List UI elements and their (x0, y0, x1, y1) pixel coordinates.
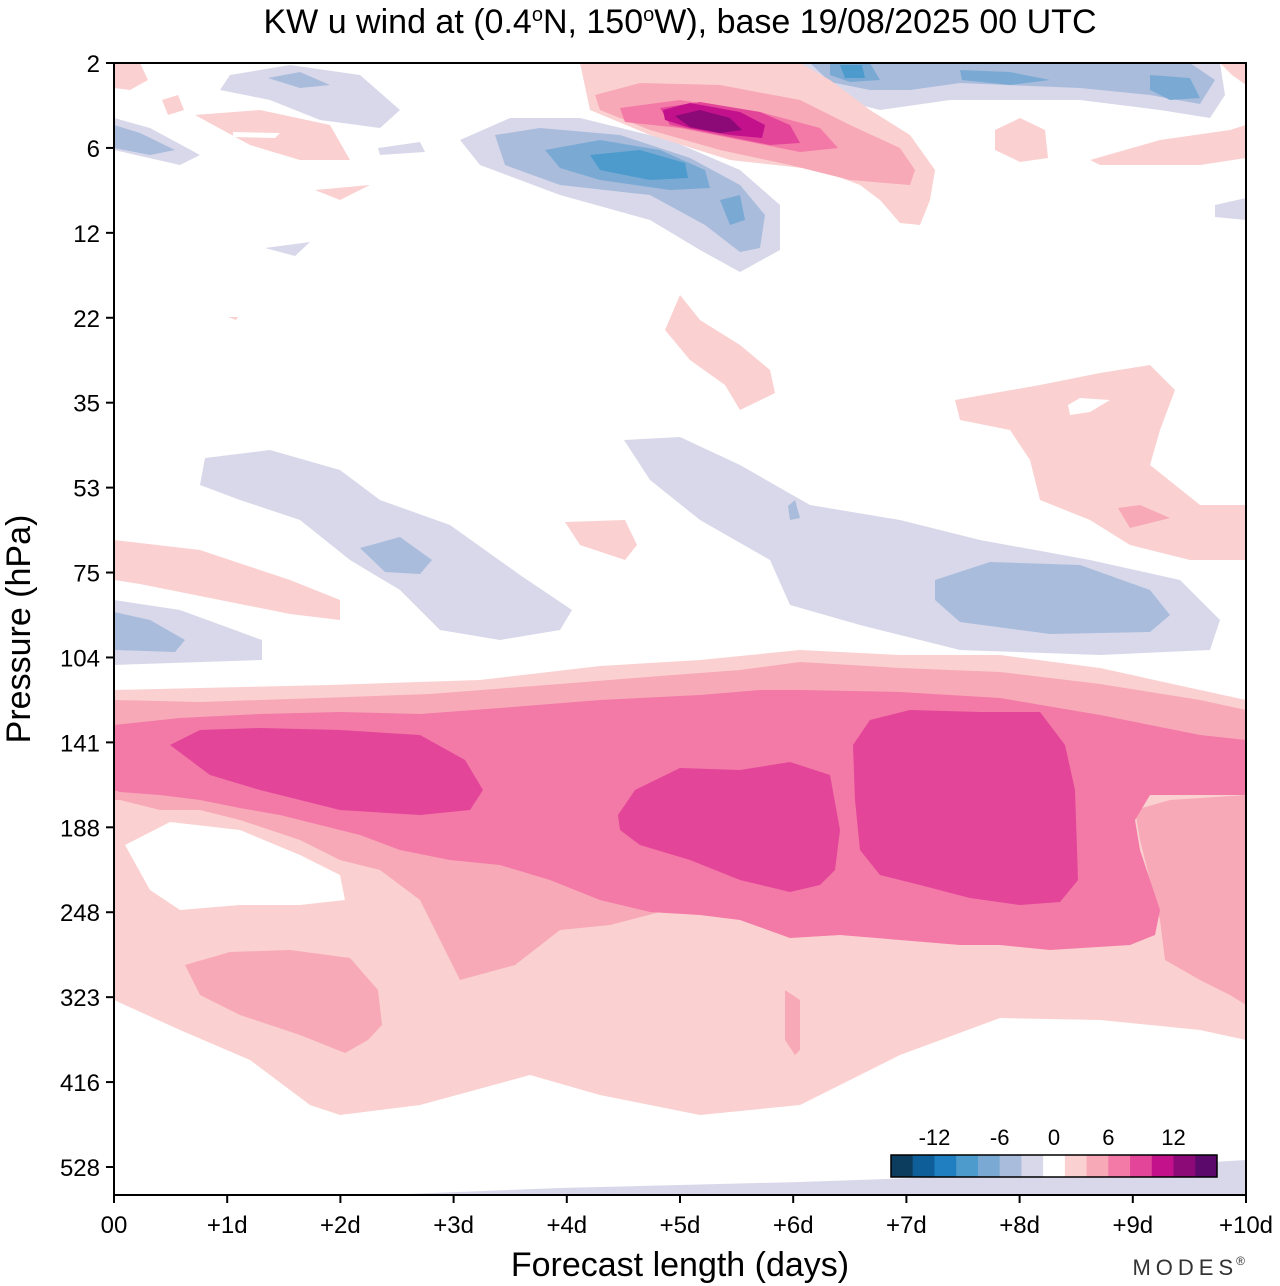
contour-neg-4 (360, 537, 432, 574)
y-tick-label: 53 (73, 476, 100, 503)
contour-pos-4 (185, 950, 382, 1053)
contour-pos-2 (565, 520, 637, 560)
colorbar-swatch (999, 1155, 1022, 1177)
contour-pos-2 (228, 317, 238, 320)
x-tick-label: +6d (773, 1212, 814, 1239)
colorbar: -12 -6 0 6 12 (890, 1125, 1218, 1178)
contour-zero-hole (1068, 398, 1110, 415)
contour-neg-4 (935, 562, 1170, 634)
contour-pos-2 (1090, 125, 1246, 165)
contour-neg-2 (378, 142, 425, 155)
contour-neg-8 (840, 65, 865, 78)
colorbar-label: 0 (1048, 1125, 1060, 1150)
contour-neg-2 (380, 1160, 1246, 1195)
contour-pos-4 (1118, 505, 1170, 528)
contour-pos-2 (162, 95, 184, 115)
contour-neg-4 (788, 500, 800, 520)
y-tick-label: 75 (73, 561, 100, 588)
x-tick-label: +7d (886, 1212, 927, 1239)
contour-neg-2 (265, 242, 310, 256)
y-axis-label: Pressure (hPa) (0, 515, 38, 744)
x-axis: 00 +1d +2d +3d +4d +5d +6d +7d +8d +9d +10d (101, 1195, 1273, 1239)
y-tick-label: 188 (60, 815, 100, 842)
x-tick-label: +10d (1219, 1212, 1273, 1239)
y-tick-label: 416 (60, 1070, 100, 1097)
contour-pos-2 (114, 540, 340, 620)
colorbar-label: 6 (1102, 1125, 1114, 1150)
colorbar-swatch (1195, 1155, 1218, 1177)
y-tick-label: 6 (87, 136, 100, 163)
colorbar-swatch (1086, 1155, 1109, 1177)
colorbar-label: 12 (1161, 1125, 1185, 1150)
x-tick-label: +4d (546, 1212, 587, 1239)
colorbar-swatch (1130, 1155, 1153, 1177)
colorbar-swatch (956, 1155, 979, 1177)
x-tick-label: +3d (433, 1212, 474, 1239)
contour-pos-8 (618, 762, 840, 892)
colorbar-swatch (1064, 1155, 1088, 1177)
colorbar-swatch (1043, 1155, 1066, 1177)
chart-title: KW u wind at (0.4oN, 150oW), base 19/08/… (263, 3, 1096, 41)
colorbar-swatch (891, 1155, 914, 1177)
contour-neg-6 (960, 70, 1050, 85)
contour-pos-2 (1220, 63, 1246, 85)
modes-logo: MODES® (1132, 1254, 1250, 1280)
y-axis: 2 6 12 22 35 53 75 104 141 188 248 323 416 528 (60, 51, 114, 1182)
y-tick-label: 22 (73, 306, 100, 333)
contour-pos-2 (315, 185, 370, 200)
x-tick-label: 00 (101, 1212, 128, 1239)
colorbar-label: -6 (990, 1125, 1010, 1150)
contour-neg-2 (1215, 198, 1246, 220)
contour-neg-6 (720, 195, 745, 225)
contour-pos-2 (665, 295, 775, 410)
contour-neg-4 (114, 125, 175, 155)
colorbar-swatch (1151, 1155, 1175, 1177)
y-tick-label: 323 (60, 985, 100, 1012)
contour-neg-2 (220, 65, 400, 128)
contour-zero-hole (233, 132, 280, 138)
x-tick-label: +8d (999, 1212, 1040, 1239)
colorbar-swatch (1173, 1155, 1196, 1177)
y-tick-label: 248 (60, 900, 100, 927)
contour-pos-8 (170, 728, 483, 815)
x-tick-label: +9d (1112, 1212, 1153, 1239)
contour-pos-2 (955, 365, 1246, 560)
y-tick-label: 528 (60, 1155, 100, 1182)
contour-neg-4 (114, 612, 185, 652)
contour-neg-6 (1150, 75, 1200, 100)
x-tick-label: +2d (320, 1212, 361, 1239)
contour-zero-hole (125, 822, 345, 910)
y-tick-label: 12 (73, 221, 100, 248)
colorbar-frame (890, 1154, 1218, 1178)
x-tick-label: +5d (660, 1212, 701, 1239)
colorbar-swatch (912, 1155, 935, 1177)
contour-neg-4 (268, 72, 330, 88)
contour-pos-2 (114, 63, 148, 90)
y-tick-label: 35 (73, 391, 100, 418)
contour-pos-4 (785, 990, 800, 1055)
y-tick-label: 141 (60, 730, 100, 757)
colorbar-swatch (1108, 1155, 1131, 1177)
x-tick-label: +1d (207, 1212, 248, 1239)
y-tick-label: 2 (87, 51, 100, 78)
x-axis-label: Forecast length (days) (511, 1246, 849, 1284)
contour-pos-12 (675, 110, 742, 133)
colorbar-swatch (1021, 1155, 1044, 1177)
contour-neg-8 (590, 150, 688, 180)
colorbar-label: -12 (919, 1125, 951, 1150)
y-tick-label: 104 (60, 645, 100, 672)
contour-pos-2 (995, 118, 1048, 162)
colorbar-swatch (977, 1155, 1001, 1177)
contour-pos-8 (853, 710, 1078, 905)
contour-field (114, 63, 1246, 1195)
colorbar-swatch (934, 1155, 957, 1177)
